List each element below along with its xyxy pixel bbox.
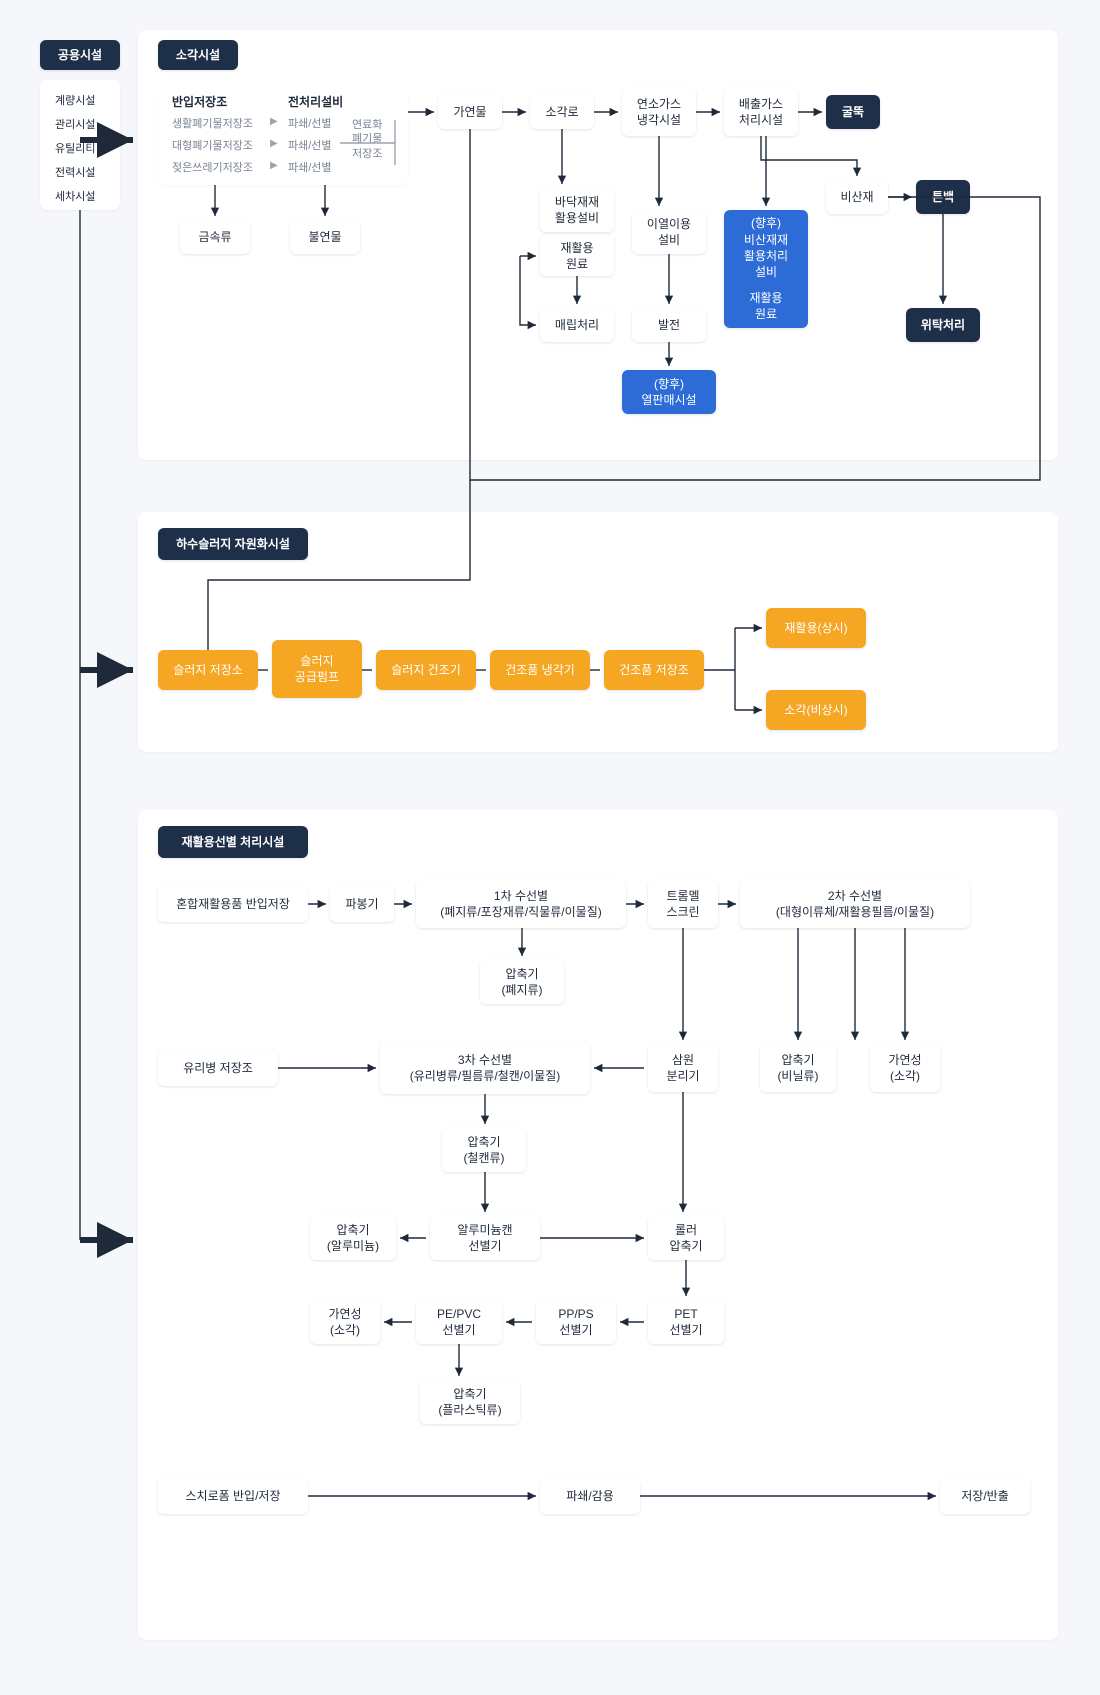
input-head-right: 전처리설비 [288,93,343,110]
s3-alu-sorter: 알루미늄캔 선별기 [430,1216,540,1260]
s3-glass: 유리병 저장조 [158,1050,278,1086]
s2-dryer: 슬러지 건조기 [376,650,476,690]
sidebar-item-1: 관리시설 [55,116,95,132]
s3-press-paper: 압축기 (폐지류) [480,960,564,1004]
fuel-storage-label: 연료화 폐기물 저장조 [352,118,382,161]
panel-section3 [138,810,1058,1640]
node-combustible: 가연물 [438,95,502,129]
s3-ppps: PP/PS 선별기 [536,1300,616,1344]
section3-title: 재활용선별 처리시설 [158,826,308,858]
input-row-2-left: 젖은쓰레기저장조 [172,159,253,175]
s2-pump: 슬러지 공급펌프 [272,640,362,698]
s3-crush: 파쇄/감용 [540,1478,640,1514]
s3-press-steel: 압축기 (철캔류) [442,1128,526,1172]
node-future-heat: (향후) 열판매시설 [622,370,716,414]
tri-1-icon: ▶ [270,138,278,149]
s3-press-plastic: 압축기 (플라스틱류) [420,1380,520,1424]
s3-input: 혼합재활용품 반입저장 [158,886,308,922]
tri-2-icon: ▶ [270,160,278,171]
future-flyash-line2: 재활용 원료 [749,290,782,322]
s3-sort3: 3차 수선별 (유리병류/필름류/철캔/이물질) [380,1042,590,1094]
s3-combust1: 가연성 (소각) [870,1044,940,1092]
node-future-flyash: (향후) 비산재재 활용처리 설비 재활용 원료 [724,210,808,328]
s3-sort2: 2차 수선별 (대형이류체/재활용필름/이물질) [740,880,970,928]
input-row-0-right: 파쇄/선별 [288,115,332,131]
sidebar-item-3: 전력시설 [55,164,95,180]
node-stack: 굴뚝 [826,95,880,129]
s2-incin: 소각(비상시) [766,690,866,730]
s2-storage: 슬러지 저장소 [158,650,258,690]
input-row-0-left: 생활폐기물저장조 [172,115,253,131]
node-heat-use: 이열이용 설비 [632,210,706,254]
node-gas-cooling: 연소가스 냉각시설 [622,88,696,136]
s3-combust2: 가연성 (소각) [310,1300,380,1344]
node-incinerator: 소각로 [530,95,594,129]
node-emission: 배출가스 처리시설 [724,88,798,136]
s3-press-alu: 압축기 (알루미늄) [310,1216,396,1260]
s3-bag-opener: 파봉기 [330,886,394,922]
s3-roller: 롤러 압축기 [648,1216,724,1260]
s3-pet: PET 선별기 [648,1300,724,1344]
node-entrust: 위탁처리 [906,308,980,342]
s3-sort1: 1차 수선별 (폐지류/포장재류/직물류/이물질) [416,880,626,928]
node-power: 발전 [632,308,706,342]
s2-drystore: 건조품 저장조 [604,650,704,690]
node-tonbag: 톤백 [916,180,970,214]
node-noncombust: 불연물 [290,220,360,254]
node-fly-ash: 비산재 [826,180,888,214]
input-head-left: 반입저장조 [172,93,227,110]
node-landfill: 매립처리 [540,308,614,342]
s3-press-vinyl: 압축기 (비닐류) [760,1044,836,1092]
s3-styro-in: 스치로폼 반입/저장 [158,1478,308,1514]
node-bottom-ash: 바닥재재 활용설비 [540,188,614,232]
sidebar-title: 공용시설 [40,40,120,70]
sidebar-item-2: 유틸리티 [55,140,95,156]
input-row-2-right: 파쇄/선별 [288,159,332,175]
node-metal: 금속류 [180,220,250,254]
sidebar-item-4: 세차시설 [55,188,95,204]
input-row-1-right: 파쇄/선별 [288,137,332,153]
s2-cooler: 건조품 냉각기 [490,650,590,690]
section2-title: 하수슬러지 자원화시설 [158,528,308,560]
s2-recycle: 재활용(상시) [766,608,866,648]
s3-trommel: 트롬멜 스크린 [648,880,718,928]
input-row-1-left: 대형폐기물저장조 [172,137,253,153]
s3-out: 저장/반출 [940,1478,1030,1514]
sidebar-item-0: 계량시설 [55,92,95,108]
s3-triple: 삼원 분리기 [648,1044,718,1092]
tri-0-icon: ▶ [270,116,278,127]
future-flyash-line1: (향후) 비산재재 활용처리 설비 [744,215,788,280]
node-recycle-raw: 재활용 원료 [540,236,614,276]
s3-pepvc: PE/PVC 선별기 [416,1300,502,1344]
section1-title: 소각시설 [158,40,238,70]
